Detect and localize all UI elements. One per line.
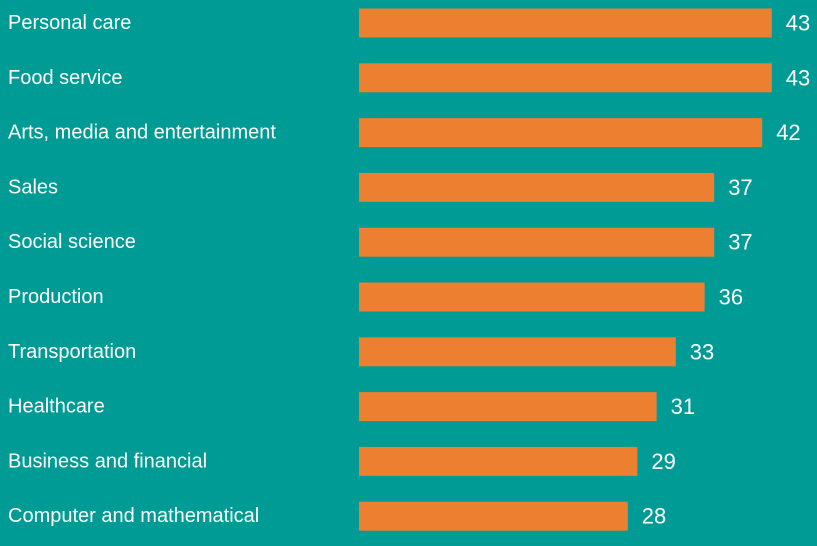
- value-label: 37: [728, 230, 752, 255]
- category-label: Production: [8, 286, 104, 308]
- value-label: 43: [786, 65, 810, 90]
- bar: [359, 337, 676, 367]
- category-label: Computer and mathematical: [8, 505, 259, 527]
- value-label: 29: [651, 449, 675, 474]
- value-label: 33: [690, 339, 714, 364]
- value-label: 31: [671, 394, 695, 419]
- category-label: Transportation: [8, 341, 136, 363]
- bar: [359, 8, 772, 38]
- category-label: Social science: [8, 231, 136, 253]
- bar: [359, 118, 763, 148]
- category-label: Sales: [8, 176, 58, 198]
- bar: [359, 227, 715, 257]
- category-label: Arts, media and entertainment: [8, 122, 276, 144]
- category-label: Food service: [8, 67, 123, 89]
- bar: [359, 501, 628, 531]
- category-label: Personal care: [8, 12, 131, 34]
- category-label: Business and financial: [8, 450, 207, 472]
- value-label: 42: [776, 120, 800, 145]
- value-label: 37: [728, 175, 752, 200]
- bar: [359, 63, 772, 93]
- category-label: Healthcare: [8, 396, 105, 418]
- bar: [359, 392, 657, 422]
- bar: [359, 446, 638, 476]
- value-label: 28: [642, 504, 666, 529]
- value-label: 43: [786, 11, 810, 36]
- bars-layer: Personal care 43 Food service 43 Arts, media…: [8, 8, 810, 531]
- bar: [359, 282, 705, 312]
- value-label: 36: [719, 285, 743, 310]
- bar: [359, 172, 715, 202]
